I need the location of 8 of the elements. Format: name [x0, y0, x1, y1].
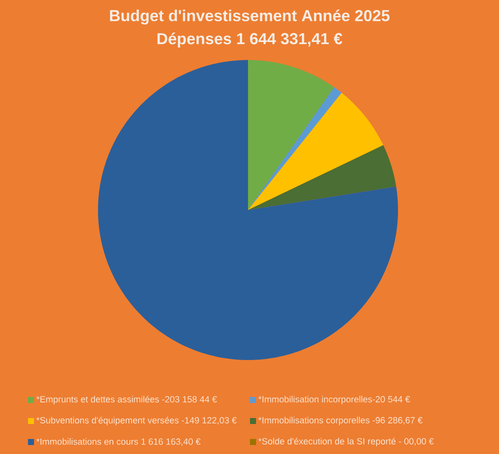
legend-label: *Subventions d'équipement versées -149 122,03 € [36, 416, 237, 426]
legend-label: *Solde d'éxecution de la SI reporté - 00,00 € [258, 438, 434, 446]
legend-label: *Emprunts et dettes assimilées -203 158 44 € [36, 396, 217, 404]
legend-label: *Immobilisation incorporelles-20 544 € [258, 396, 410, 404]
chart-title: Budget d'investissement Année 2025 [110, 9, 390, 25]
chart-subtitle: Dépenses 1 644 331,41 € [158, 32, 342, 48]
legend-label: *Immobilisations en cours 1 616 163,40 € [36, 438, 201, 446]
legend-label: *Immobilisations corporelles -96 286,67 € [258, 416, 423, 426]
